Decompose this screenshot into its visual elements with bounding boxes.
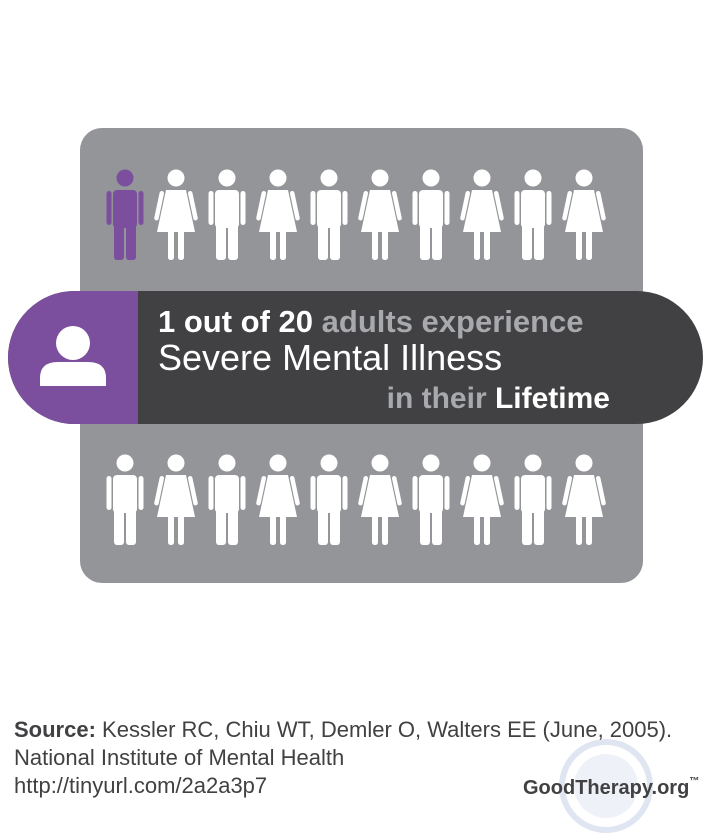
tagline-emphasis: Lifetime — [495, 382, 610, 415]
seal — [559, 739, 653, 833]
logo: GoodTherapy.org™ — [523, 776, 699, 799]
source-publisher: National Institute of Mental Health — [14, 745, 344, 770]
person-icon-body — [40, 362, 106, 386]
headline-rest: adults experience — [322, 304, 584, 339]
logo-name: GoodTherapy.org — [523, 777, 689, 799]
source-url: http://tinyurl.com/2a2a3p7 — [14, 773, 267, 798]
subhead: Severe Mental Illness — [158, 337, 502, 378]
source-label: Source: — [14, 717, 96, 742]
banner — [8, 291, 703, 424]
tagline: in their Lifetime — [387, 382, 610, 415]
source-citation: Kessler RC, Chiu WT, Demler O, Walters E… — [102, 717, 672, 742]
headline: 1 out of 20 adults experience — [158, 304, 584, 339]
seal-inner — [574, 754, 638, 818]
tagline-prefix: in their — [387, 382, 487, 415]
logo-mark: ™ — [689, 776, 699, 787]
person-icon-head — [56, 326, 90, 360]
source-line: Source: Kessler RC, Chiu WT, Demler O, W… — [14, 717, 672, 742]
headline-count: 1 out of 20 — [158, 304, 313, 339]
